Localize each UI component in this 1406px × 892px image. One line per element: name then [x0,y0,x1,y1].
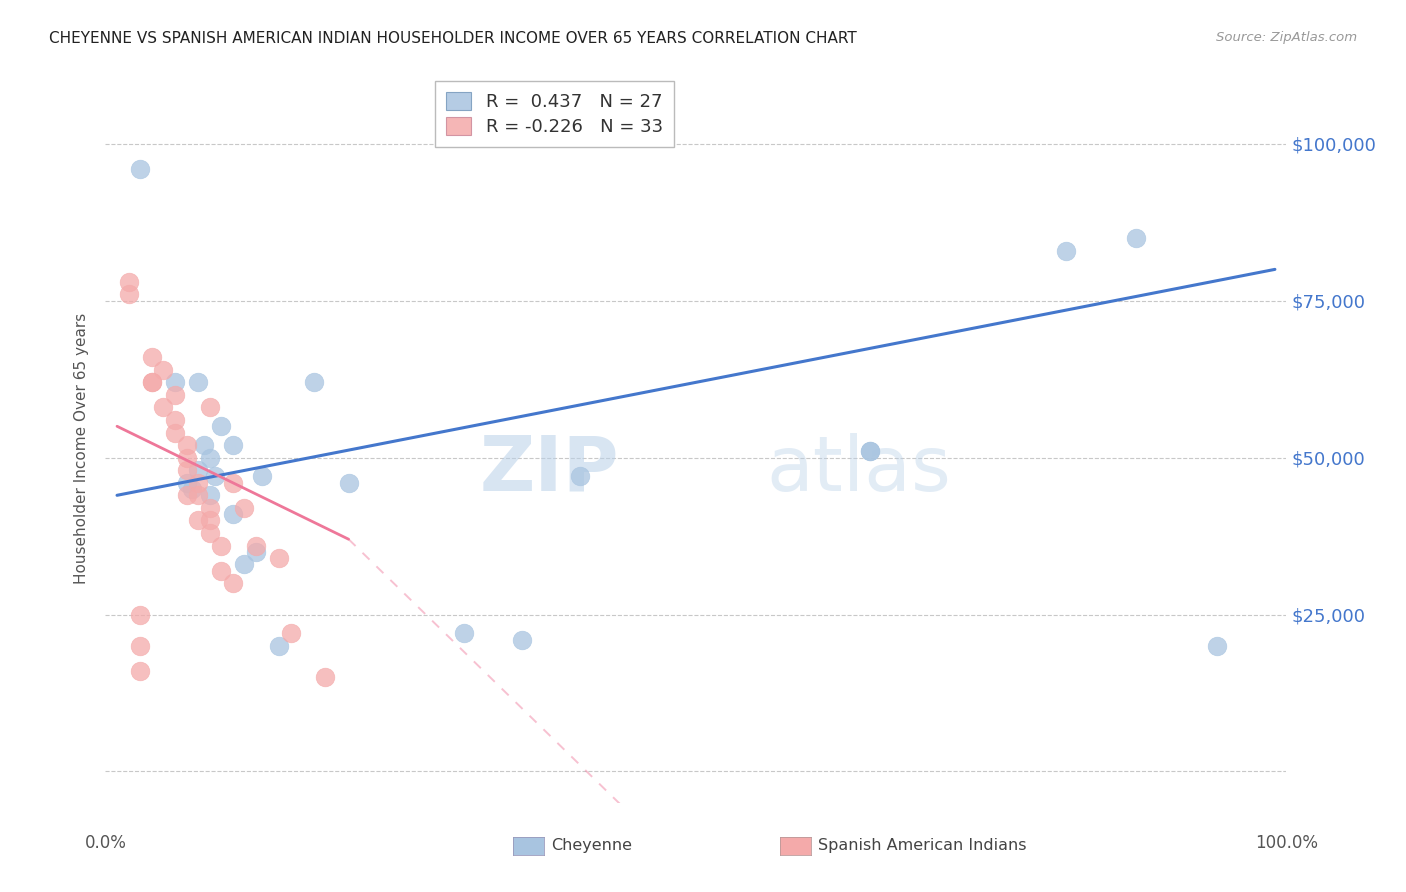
Point [163,425,186,440]
Text: Spanish American Indians: Spanish American Indians [818,838,1026,853]
Text: CHEYENNE VS SPANISH AMERICAN INDIAN HOUSEHOLDER INCOME OVER 65 YEARS CORRELATION: CHEYENNE VS SPANISH AMERICAN INDIAN HOUS… [49,31,858,46]
Point [1125,231,1147,245]
Point [280,626,302,640]
Point [245,539,267,553]
Text: 100.0%: 100.0% [1256,834,1317,852]
Point [198,401,221,415]
Point [337,475,360,490]
Point [117,275,139,289]
Point [163,376,186,390]
Point [233,500,256,515]
Point [129,161,152,176]
Text: Cheyenne: Cheyenne [551,838,633,853]
Point [209,539,232,553]
Point [141,350,163,364]
Point [859,444,882,458]
Point [129,664,152,678]
Point [222,475,245,490]
Point [269,551,291,566]
Point [187,488,209,502]
Point [176,450,198,465]
Point [187,376,209,390]
Text: 0.0%: 0.0% [84,834,127,852]
Point [187,463,209,477]
Point [198,500,221,515]
Point [233,558,256,572]
Point [222,576,245,591]
Point [176,475,198,490]
Text: atlas: atlas [766,433,952,507]
Point [209,419,232,434]
Legend: R =  0.437   N = 27, R = -0.226   N = 33: R = 0.437 N = 27, R = -0.226 N = 33 [434,81,673,147]
Point [209,564,232,578]
Point [176,438,198,452]
Text: ZIP: ZIP [479,433,619,507]
Point [141,376,163,390]
Point [176,463,198,477]
Point [129,607,152,622]
Point [152,401,174,415]
Point [176,488,198,502]
Point [510,632,533,647]
Point [141,376,163,390]
Point [222,507,245,521]
Point [163,413,186,427]
Point [1206,639,1229,653]
Point [198,488,221,502]
Point [152,363,174,377]
Point [250,469,273,483]
Point [129,639,152,653]
Point [269,639,291,653]
Point [193,438,215,452]
Point [204,469,226,483]
Point [187,513,209,527]
Point [181,482,204,496]
Text: Source: ZipAtlas.com: Source: ZipAtlas.com [1216,31,1357,45]
Point [222,438,245,452]
Point [302,376,325,390]
Y-axis label: Householder Income Over 65 years: Householder Income Over 65 years [75,312,90,584]
Point [198,513,221,527]
Point [1056,244,1078,258]
Point [163,388,186,402]
Point [187,475,209,490]
Point [245,545,267,559]
Point [859,444,882,458]
Point [453,626,475,640]
Point [569,469,592,483]
Point [314,670,336,684]
Point [117,287,139,301]
Point [198,450,221,465]
Point [198,525,221,540]
